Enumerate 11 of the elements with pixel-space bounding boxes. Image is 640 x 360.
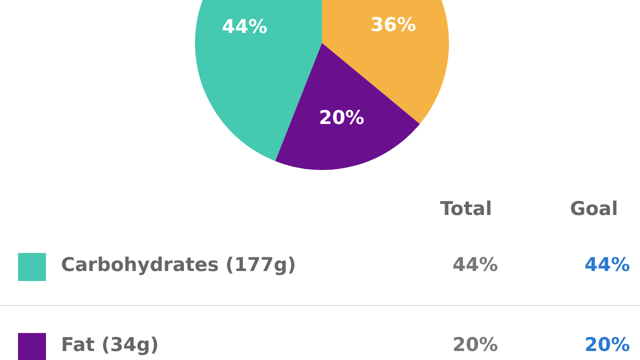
data-label: 44% <box>222 16 268 38</box>
data-label: 36% <box>370 14 416 36</box>
legend-label: Carbohydrates (177g) <box>61 254 296 276</box>
text: 20% <box>584 334 630 356</box>
text: 20% <box>452 334 498 356</box>
text: Total <box>440 198 492 220</box>
text: Goal <box>570 198 618 220</box>
legend-label: Fat (34g) <box>61 334 159 356</box>
text: 44% <box>452 254 498 276</box>
data-label: 20% <box>318 107 364 130</box>
text: 44% <box>584 254 630 276</box>
